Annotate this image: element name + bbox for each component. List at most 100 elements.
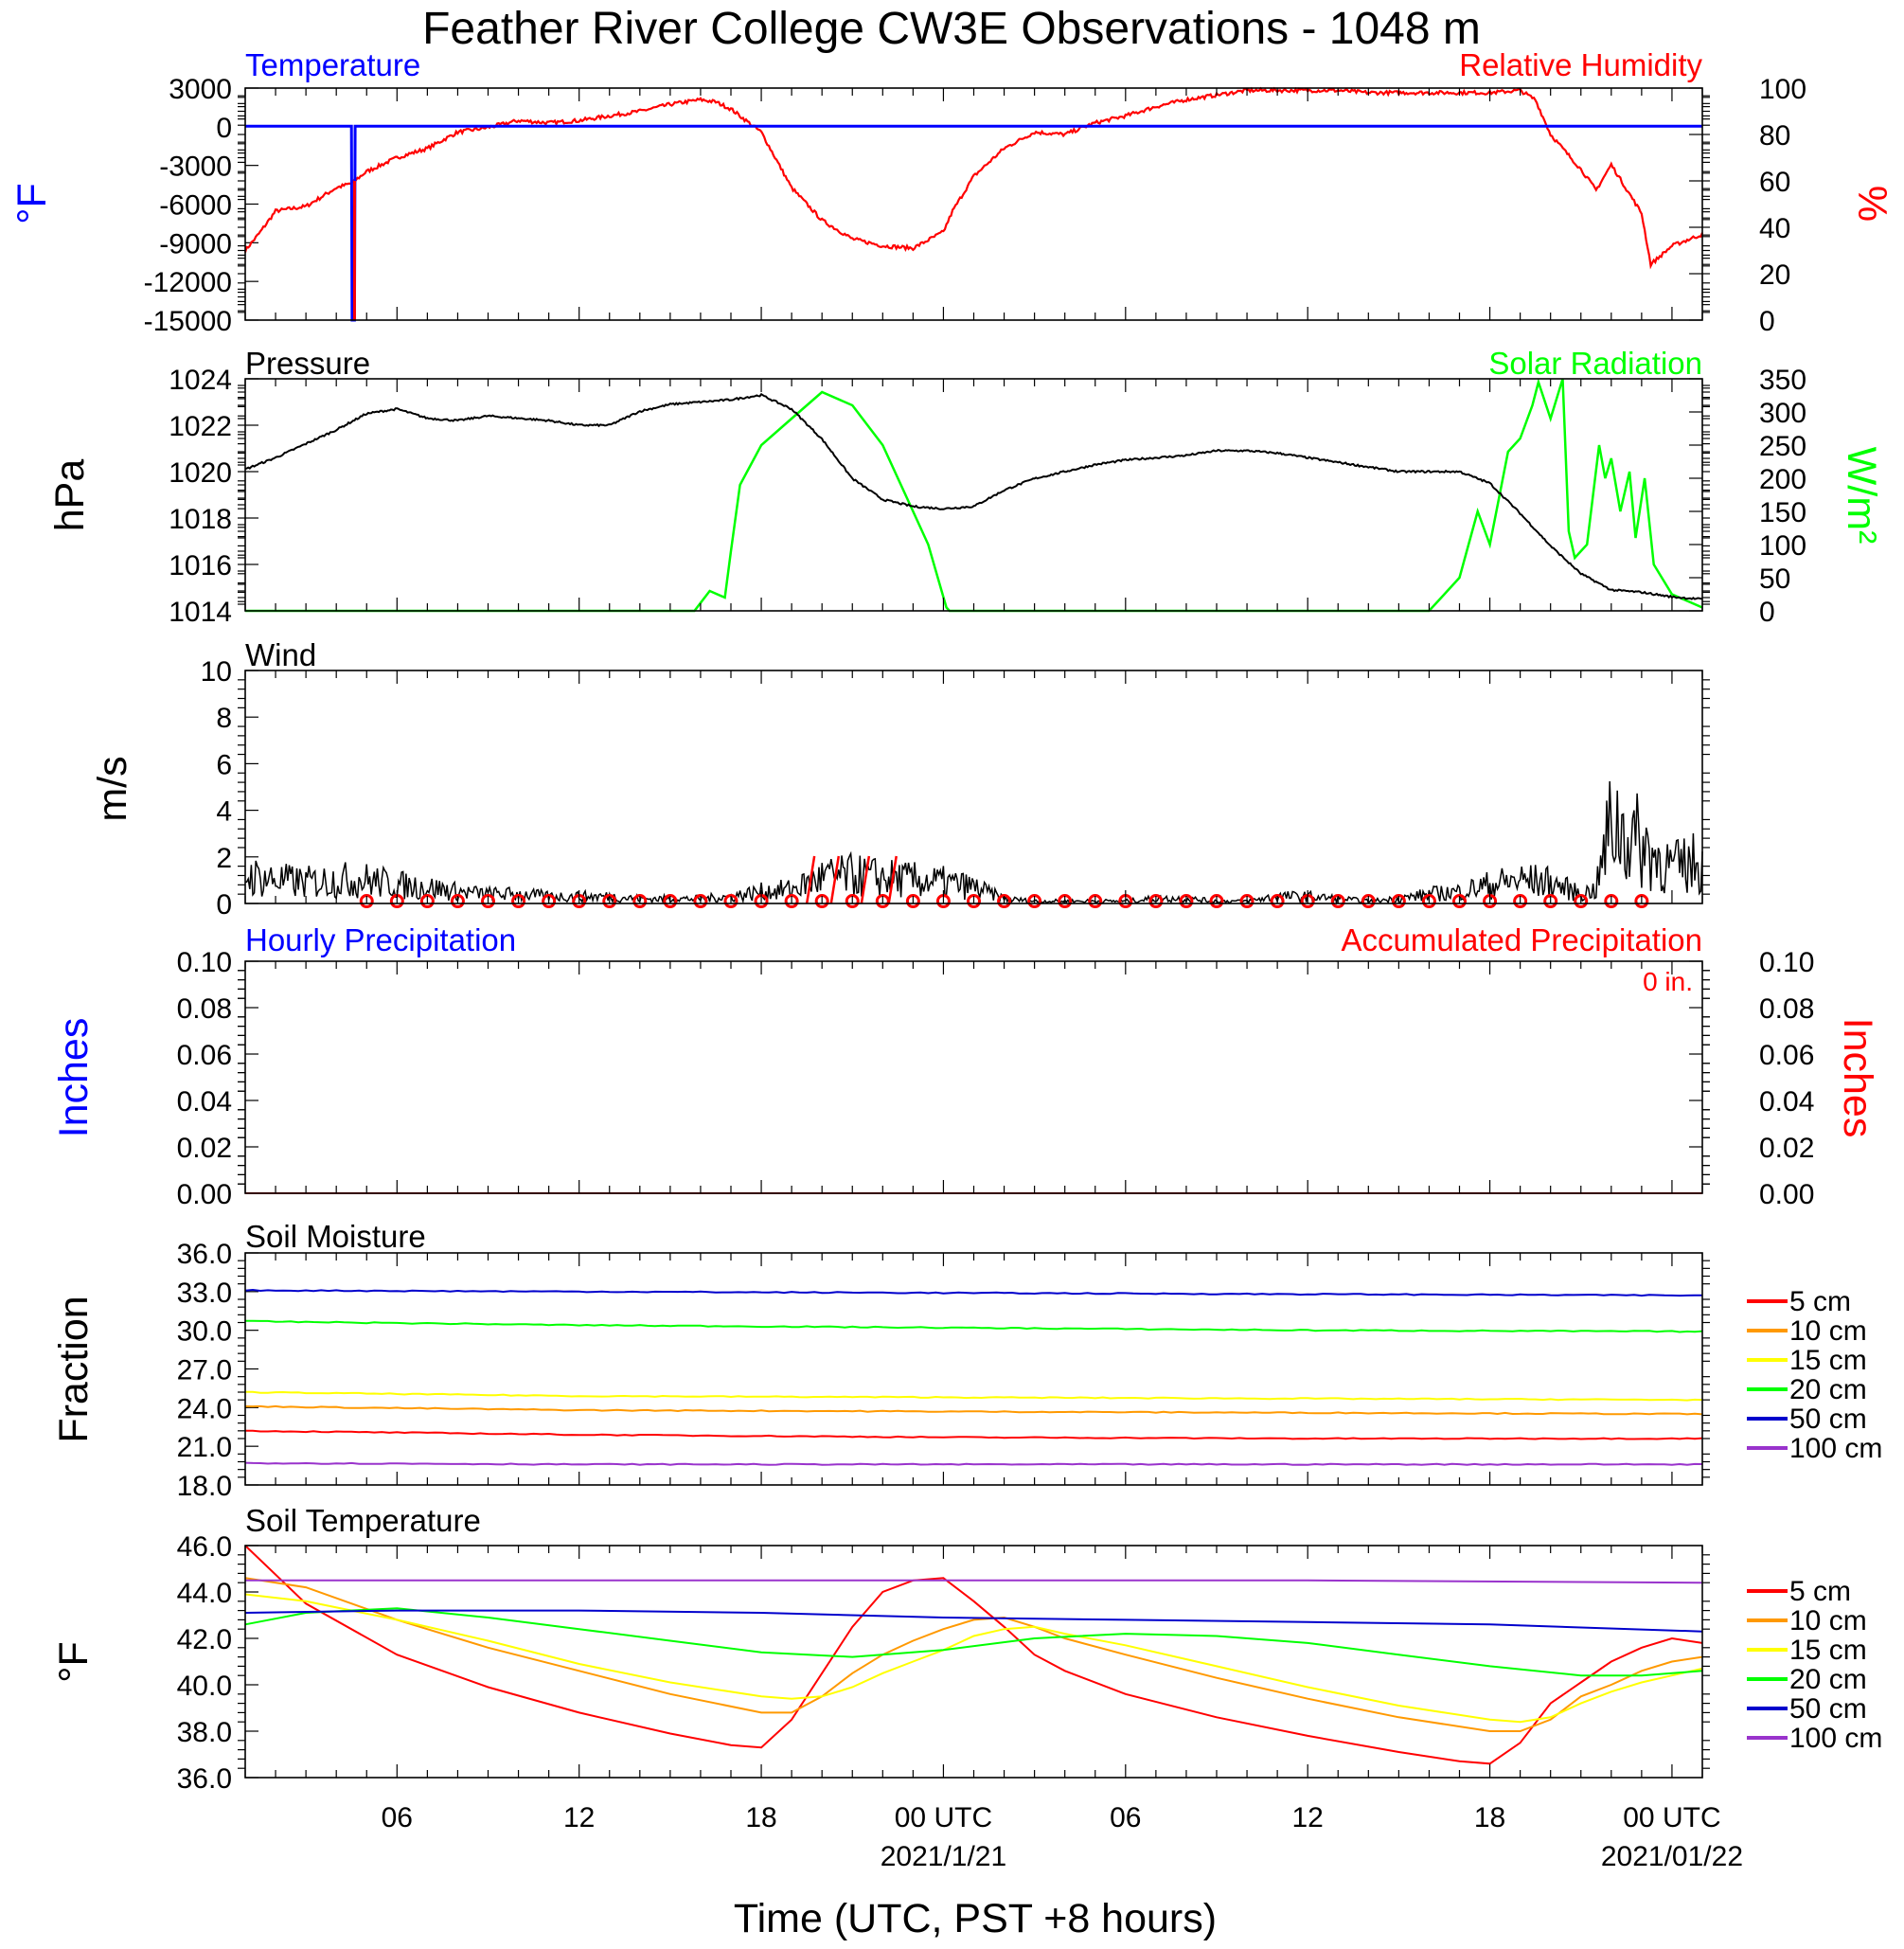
soil-moisture-line-5cm	[245, 1429, 1703, 1440]
right-tick-label: 300	[1759, 398, 1806, 429]
left-tick-label: 1020	[169, 457, 232, 489]
left-tick-label: -6000	[159, 190, 232, 222]
left-tick-label: 0.08	[177, 993, 232, 1025]
left-tick-label: 4	[216, 796, 232, 828]
wind-barb	[829, 855, 841, 904]
wind-calm-circle	[1209, 894, 1224, 909]
legend-label: 10 cm	[1789, 1605, 1867, 1636]
right-tick-label: 0	[1759, 306, 1775, 337]
soil-temperature-line-50cm	[244, 1609, 1703, 1633]
wind-calm-circle	[1179, 894, 1194, 909]
soil-moisture-line-50cm	[244, 1288, 1703, 1297]
x-tick-label: 18	[1474, 1802, 1505, 1833]
temperature-humidity-series	[243, 86, 1704, 322]
right-tick-label: 0.02	[1759, 1133, 1814, 1164]
left-tick-label: 27.0	[177, 1355, 232, 1386]
wind-calm-circle	[663, 894, 678, 909]
wind-calm-circle	[905, 894, 920, 909]
panel-wind: Wind 10 8 6 4 2 0 m/s	[90, 637, 1710, 921]
accum-precip-axis-label: Inches	[1835, 1018, 1880, 1138]
right-tick-label: 0.04	[1759, 1086, 1814, 1118]
humidity-axis-label: %	[1849, 186, 1895, 222]
legend-label: 20 cm	[1789, 1374, 1867, 1405]
wind-calm-circle	[1421, 894, 1436, 909]
right-tick-label: 0	[1759, 597, 1775, 628]
pressure-title: Pressure	[245, 346, 370, 381]
temperature-axis-ticks: 3000 0 -3000 -6000 -9000 -12000 -15000	[144, 74, 1710, 337]
x-tick-label: 12	[1292, 1802, 1324, 1833]
left-tick-label: 0.00	[177, 1179, 232, 1210]
x-tick-label: 06	[1110, 1802, 1141, 1833]
right-tick-label: 60	[1759, 167, 1790, 198]
soil-moisture-axis-ticks: 36.0 33.0 30.0 27.0 24.0 21.0 18.0	[177, 1239, 1710, 1502]
right-tick-label: 0.08	[1759, 993, 1814, 1025]
legend-label: 10 cm	[1789, 1315, 1867, 1347]
wind-calm-circle	[419, 894, 435, 909]
left-tick-label: 0.02	[177, 1133, 232, 1164]
left-tick-label: 33.0	[177, 1278, 232, 1309]
legend-label: 15 cm	[1789, 1635, 1867, 1666]
left-tick-label: 36.0	[177, 1239, 232, 1270]
wind-barb	[805, 855, 816, 904]
hourly-precip-axis-label: Inches	[51, 1018, 97, 1138]
soil-temperature-line-20cm	[244, 1607, 1703, 1677]
left-tick-label: 1018	[169, 504, 232, 535]
right-tick-label: 40	[1759, 213, 1790, 244]
wind-calm-circle	[1088, 894, 1103, 909]
soil-moisture-line-100cm	[244, 1461, 1703, 1466]
soil-temperature-series	[244, 1545, 1703, 1765]
wind-calm-circle	[814, 894, 829, 909]
accum-precip-title: Accumulated Precipitation	[1341, 922, 1702, 957]
right-tick-label: 20	[1759, 259, 1790, 291]
solar-title: Solar Radiation	[1488, 346, 1702, 381]
x-date-label: 2021/1/21	[881, 1841, 1006, 1872]
time-axis-label: Time (UTC, PST +8 hours)	[734, 1896, 1217, 1941]
soil-moisture-series	[244, 1288, 1703, 1466]
wind-calm-circle	[1027, 894, 1042, 909]
wind-calm-circle	[1058, 894, 1073, 909]
legend-label: 5 cm	[1789, 1286, 1851, 1317]
panel-pressure-solar: Pressure Solar Radiation 1024 1022 1020 101…	[47, 346, 1884, 628]
temperature-title: Temperature	[245, 47, 420, 82]
wind-calm-circle	[602, 894, 617, 909]
wind-calm-circle	[1270, 894, 1285, 909]
soil-temperature-title: Soil Temperature	[245, 1503, 481, 1538]
x-date-label: 2021/01/22	[1601, 1841, 1743, 1872]
soil-moisture-line-20cm	[245, 1319, 1703, 1333]
left-tick-label: -9000	[159, 228, 232, 259]
wind-calm-circle	[359, 894, 374, 909]
soil-moisture-frame	[244, 1252, 1703, 1486]
legend-label: 50 cm	[1789, 1404, 1867, 1435]
wind-axis-label: m/s	[90, 756, 135, 821]
left-tick-label: -15000	[144, 306, 232, 337]
right-tick-label: 0.06	[1759, 1040, 1814, 1071]
soil-temperature-line-5cm	[244, 1545, 1703, 1765]
right-tick-label: 0.10	[1759, 947, 1814, 978]
time-axis: 06 12 18 00 UTC 06 12 18 00 UTC 2021/1/21 2021/01…	[244, 88, 1743, 1872]
legend-label: 50 cm	[1789, 1693, 1867, 1725]
panel-precipitation: Hourly Precipitation Accumulated Precipi…	[51, 922, 1880, 1210]
left-tick-label: 1022	[169, 411, 232, 442]
wind-calm-circle	[1513, 894, 1528, 909]
legend-label: 15 cm	[1789, 1345, 1867, 1376]
legend-label: 20 cm	[1789, 1664, 1867, 1695]
wind-calm-circle	[845, 894, 860, 909]
wind-calm-circle	[784, 894, 799, 909]
left-tick-label: 40.0	[177, 1671, 232, 1702]
wind-calm-circle	[723, 894, 738, 909]
wind-frame	[244, 670, 1703, 904]
panel-soil-temperature: Soil Temperature 46.0 44.0 42.0 40.0 38.0 36.…	[51, 1503, 1882, 1795]
solar-radiation-line	[245, 378, 1703, 613]
temperature-line	[245, 124, 1702, 322]
right-tick-label: 0.00	[1759, 1179, 1814, 1210]
legend-label: 100 cm	[1789, 1433, 1882, 1464]
wind-calm-circle	[1604, 894, 1619, 909]
pressure-solar-frame	[244, 378, 1703, 612]
wind-barbs	[359, 855, 1649, 909]
wind-calm-circle	[1330, 894, 1345, 909]
wind-axis-ticks: 10 8 6 4 2 0	[201, 656, 1710, 921]
right-tick-label: 100	[1759, 530, 1806, 562]
wind-calm-circle	[511, 894, 526, 909]
left-tick-label: 18.0	[177, 1471, 232, 1502]
